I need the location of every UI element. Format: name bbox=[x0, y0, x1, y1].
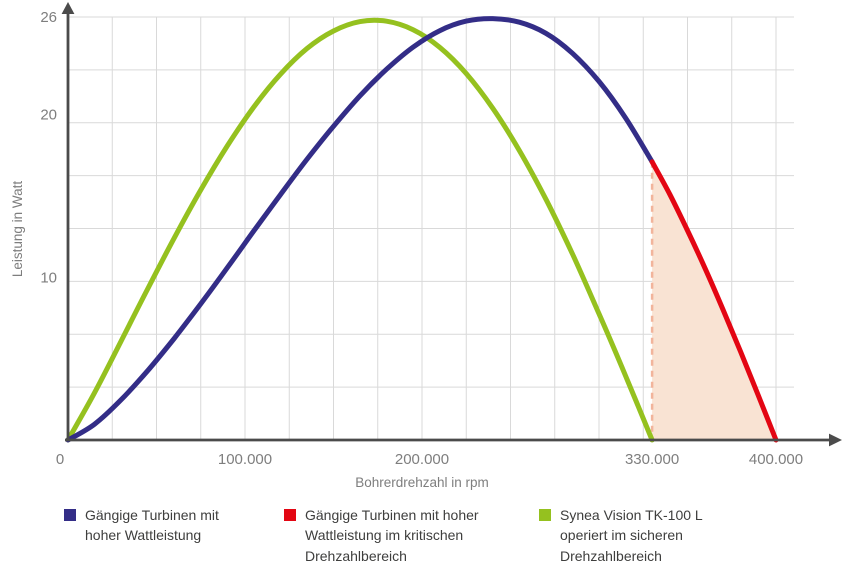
chart-legend: Gängige Turbinen mit hoher Wattleistung … bbox=[0, 505, 857, 566]
legend-item-synea-vision: Synea Vision TK-100 L operiert im sicher… bbox=[539, 505, 722, 566]
tick-labels: 0 100.000 200.000 330.000 400.000 10 20 26 Bohre… bbox=[10, 9, 803, 490]
x-tick-100.000: 100.000 bbox=[218, 451, 272, 468]
series-conventional-turbine-critical bbox=[649, 159, 779, 443]
y-axis-label: Leistung in Watt bbox=[10, 181, 25, 278]
power-curve-chart: 0 100.000 200.000 330.000 400.000 10 20 26 Bohre… bbox=[10, 2, 842, 490]
legend-label-synea-vision: Synea Vision TK-100 L operiert im sicher… bbox=[560, 507, 703, 564]
chart-canvas: 0 100.000 200.000 330.000 400.000 10 20 26 Bohre… bbox=[10, 2, 842, 490]
legend-swatch-blue-icon bbox=[64, 509, 76, 521]
y-tick-26: 26 bbox=[40, 9, 57, 26]
y-tick-10: 10 bbox=[40, 269, 57, 286]
series-synea-vision-tk100l bbox=[65, 17, 655, 443]
x-tick-0: 0 bbox=[56, 451, 64, 468]
y-tick-20: 20 bbox=[40, 107, 57, 124]
legend-swatch-green-icon bbox=[539, 509, 551, 521]
critical-area bbox=[652, 161, 776, 441]
x-axis-label: Bohrerdrehzahl in rpm bbox=[355, 475, 489, 490]
x-tick-400.000: 400.000 bbox=[749, 451, 803, 468]
legend-label-conventional-safe: Gängige Turbinen mit hoher Wattleistung bbox=[85, 507, 219, 544]
legend-item-conventional-critical: Gängige Turbinen mit hoher Wattleistung … bbox=[284, 505, 539, 566]
x-tick-200.000: 200.000 bbox=[395, 451, 449, 468]
x-axis-arrow-icon bbox=[829, 433, 842, 447]
y-axis-arrow-icon bbox=[61, 2, 75, 14]
x-tick-330.000: 330.000 bbox=[625, 451, 679, 468]
axes bbox=[61, 2, 842, 447]
series-conventional-turbine-safe bbox=[65, 16, 655, 443]
legend-swatch-red-icon bbox=[284, 509, 296, 521]
legend-label-conventional-critical: Gängige Turbinen mit hoher Wattleistung … bbox=[305, 507, 479, 564]
legend-item-conventional-safe: Gängige Turbinen mit hoher Wattleistung bbox=[64, 505, 284, 566]
